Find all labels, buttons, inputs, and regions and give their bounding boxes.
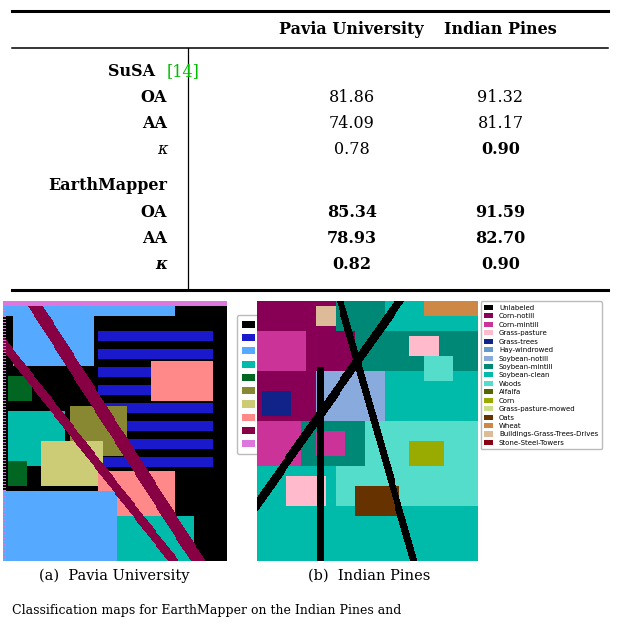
Legend: Unlabeled, Self Blocking Bricks, Meadows, Gravel, Shadow, Bitumen, Bare Soil, Pa: Unlabeled, Self Blocking Bricks, Meadows… [237,315,358,454]
Text: Classification maps for EarthMapper on the Indian Pines and: Classification maps for EarthMapper on t… [12,604,402,617]
Text: AA: AA [142,230,167,247]
Text: (a)  Pavia University: (a) Pavia University [40,568,190,583]
Text: κ: κ [157,141,167,158]
Text: 0.90: 0.90 [481,256,520,273]
Text: [14]: [14] [167,63,200,80]
Text: EarthMapper: EarthMapper [48,177,167,194]
Text: 74.09: 74.09 [329,115,374,132]
Text: 81.86: 81.86 [329,89,374,106]
Text: 0.90: 0.90 [481,141,520,158]
Text: Pavia University: Pavia University [280,22,424,39]
Text: 91.32: 91.32 [477,89,523,106]
Text: OA: OA [141,89,167,106]
Text: 81.17: 81.17 [477,115,523,132]
Legend: Unlabeled, Corn-notill, Corn-mintill, Grass-pasture, Grass-trees, Hay-windrowed,: Unlabeled, Corn-notill, Corn-mintill, Gr… [481,301,601,450]
Text: OA: OA [141,204,167,221]
Text: (b)  Indian Pines: (b) Indian Pines [308,568,430,583]
Text: 91.59: 91.59 [476,204,526,221]
Text: Indian Pines: Indian Pines [444,22,557,39]
Text: 78.93: 78.93 [327,230,377,247]
Text: 85.34: 85.34 [327,204,377,221]
Text: SuSA: SuSA [108,63,161,80]
Text: AA: AA [142,115,167,132]
Text: 82.70: 82.70 [476,230,526,247]
Text: 0.82: 0.82 [332,256,371,273]
Text: κ: κ [155,256,167,273]
Text: 0.78: 0.78 [334,141,370,158]
